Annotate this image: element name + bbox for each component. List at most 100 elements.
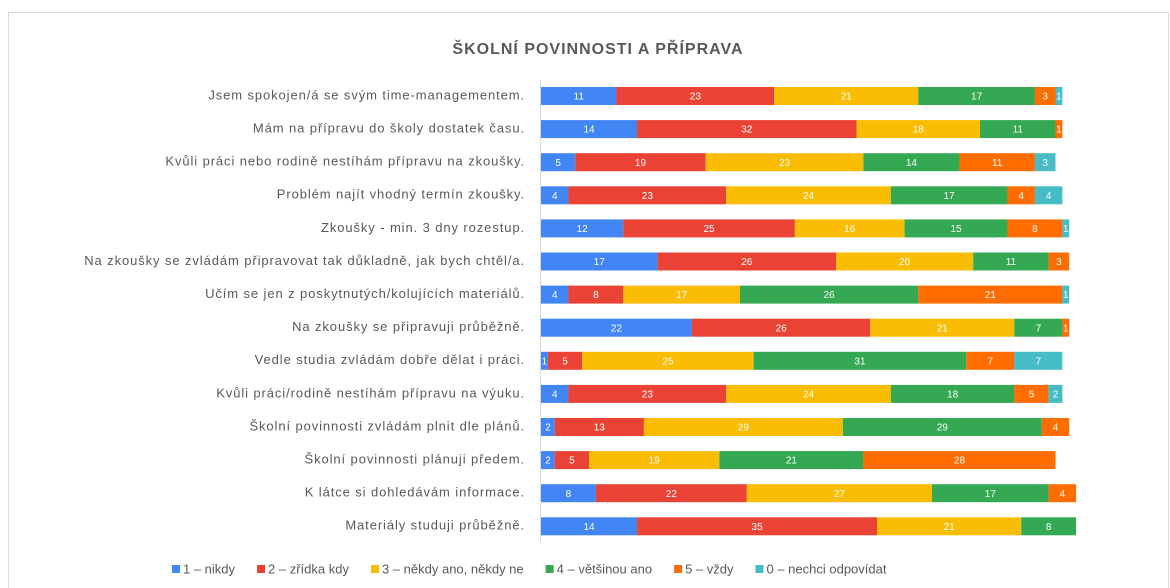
value-label: 17: [676, 290, 688, 301]
bar-segment: [568, 384, 727, 403]
bar-segment: [541, 318, 692, 337]
value-label: 4: [552, 290, 558, 301]
bar-segment: [966, 351, 1015, 370]
value-label: 11: [1006, 257, 1017, 268]
value-label: 22: [666, 489, 678, 500]
bar-segment: [932, 484, 1049, 503]
category-label: Školní povinnosti zvládám plnit dle plán…: [249, 418, 525, 433]
legend-label: 2 – zřídka kdy: [268, 561, 349, 576]
value-label: 21: [786, 456, 798, 467]
value-label: 25: [662, 356, 674, 367]
bar-segment: [863, 451, 1056, 470]
category-label: Materiály studuji průběžně.: [345, 518, 525, 533]
bar-segment: [959, 153, 1035, 172]
bar-segment: [541, 285, 569, 304]
bar-segment: [595, 484, 747, 503]
value-label: 17: [985, 489, 997, 500]
bar-segment: [541, 418, 555, 436]
value-label: 8: [566, 489, 572, 500]
legend-label: 4 – většinou ano: [557, 561, 652, 576]
bar-segment: [705, 153, 864, 172]
bar-segment: [890, 384, 1015, 403]
value-label: 17: [594, 257, 606, 268]
bar-segment: [541, 219, 624, 238]
value-label: 21: [985, 290, 997, 301]
value-label: 8: [1046, 522, 1052, 533]
value-label: 4: [1053, 423, 1059, 434]
bar-segment: [842, 418, 1042, 436]
bar-segment: [774, 87, 919, 105]
value-label: 24: [803, 390, 815, 401]
category-label: Mám na přípravu do školy dostatek času.: [253, 121, 525, 136]
bar-segment: [541, 351, 548, 370]
value-label: 17: [971, 92, 983, 103]
value-label: 18: [947, 390, 959, 401]
bar-segment: [973, 252, 1049, 271]
category-label: Problém najít vhodný termín zkoušky.: [277, 187, 525, 202]
bar-segment: [794, 219, 905, 238]
value-label: 1: [1063, 323, 1069, 334]
bar-segment: [623, 219, 795, 238]
value-label: 4: [1018, 191, 1024, 202]
value-label: 28: [954, 456, 966, 467]
bar-segment: [616, 87, 775, 105]
bar-segment: [877, 517, 1022, 536]
category-label: Na zkoušky se zvládám připravovat tak dů…: [84, 253, 525, 268]
bar-segment: [541, 384, 569, 403]
bar-segment: [657, 252, 836, 271]
category-label: Na zkoušky se připravuji průběžně.: [292, 319, 525, 334]
bar-segment: [623, 285, 740, 304]
value-label: 23: [690, 92, 702, 103]
value-label: 2: [545, 456, 551, 467]
legend-label: 0 – nechci odpovídat: [766, 561, 886, 576]
bar-segment: [582, 351, 754, 370]
chart-title: ŠKOLNÍ POVINNOSTI A PŘÍPRAVA: [452, 39, 743, 58]
value-label: 29: [937, 423, 949, 434]
value-label: 20: [899, 257, 911, 268]
legend-swatch: [257, 565, 266, 573]
bar-segment: [1007, 186, 1035, 205]
bar-segment: [589, 451, 720, 470]
value-label: 4: [1060, 489, 1066, 500]
bar-segment: [1034, 153, 1056, 172]
bar-segment: [1062, 318, 1070, 337]
bar-segment: [541, 120, 638, 139]
category-label: Kvůli práci/rodině nestíhám přípravu na …: [216, 385, 525, 400]
value-label: 31: [854, 356, 866, 367]
bar-segment: [739, 285, 919, 304]
legend-label: 3 – někdy ano, někdy ne: [382, 561, 524, 576]
value-label: 1: [1063, 290, 1069, 301]
category-label: K látce si dohledávám informace.: [305, 485, 525, 500]
bar-segment: [541, 87, 617, 105]
value-label: 4: [552, 390, 558, 401]
value-label: 4: [1046, 191, 1052, 202]
bar-segment: [637, 517, 878, 536]
bar-segment: [980, 120, 1056, 139]
bar-segment: [719, 451, 864, 470]
value-label: 15: [950, 224, 962, 235]
value-label: 8: [593, 290, 599, 301]
value-label: 21: [937, 323, 949, 334]
bar-segment: [1007, 219, 1063, 238]
bar-segment: [890, 186, 1008, 205]
bar-segment: [575, 153, 706, 172]
value-label: 1: [542, 356, 548, 367]
legend-label: 5 – vždy: [685, 561, 734, 576]
value-label: 19: [649, 456, 661, 467]
value-label: 5: [1029, 390, 1035, 401]
value-label: 26: [824, 290, 836, 301]
bar-segment: [1062, 219, 1070, 238]
bar-segment: [1021, 517, 1077, 536]
value-label: 7: [1036, 356, 1042, 367]
value-label: 22: [611, 323, 623, 334]
value-label: 2: [1053, 390, 1059, 401]
category-label: Zkoušky - min. 3 dny rozestup.: [321, 220, 525, 235]
value-label: 23: [642, 191, 654, 202]
bar-segment: [547, 351, 583, 370]
value-label: 21: [841, 92, 853, 103]
value-label: 14: [583, 125, 595, 136]
value-label: 14: [583, 522, 595, 533]
value-label: 19: [635, 158, 647, 169]
value-label: 5: [555, 158, 561, 169]
value-label: 4: [552, 191, 558, 202]
